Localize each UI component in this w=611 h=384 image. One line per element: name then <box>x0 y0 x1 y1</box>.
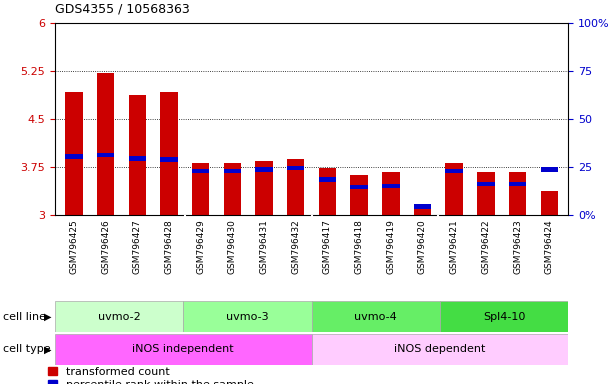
Text: GSM796426: GSM796426 <box>101 219 110 274</box>
Text: uvmo-4: uvmo-4 <box>354 312 397 322</box>
Bar <box>129 156 146 161</box>
Bar <box>440 301 568 332</box>
Bar <box>477 172 494 215</box>
Text: GSM796421: GSM796421 <box>450 219 459 274</box>
Bar <box>414 204 431 215</box>
Bar <box>129 95 146 215</box>
Bar <box>65 154 82 159</box>
Bar <box>224 162 241 215</box>
Bar <box>414 204 431 209</box>
Bar <box>255 167 273 172</box>
Bar <box>319 168 336 215</box>
Text: GSM796417: GSM796417 <box>323 219 332 274</box>
Text: cell type: cell type <box>3 344 51 354</box>
Text: GSM796418: GSM796418 <box>354 219 364 274</box>
Bar <box>183 301 312 332</box>
Legend: transformed count, percentile rank within the sample: transformed count, percentile rank withi… <box>48 366 254 384</box>
Text: GSM796432: GSM796432 <box>291 219 300 274</box>
Text: uvmo-3: uvmo-3 <box>226 312 269 322</box>
Bar <box>312 334 568 365</box>
Bar <box>192 169 210 174</box>
Text: GDS4355 / 10568363: GDS4355 / 10568363 <box>55 2 190 15</box>
Bar <box>255 161 273 215</box>
Bar <box>319 177 336 182</box>
Bar <box>541 191 558 215</box>
Text: GSM796422: GSM796422 <box>481 219 491 274</box>
Bar <box>97 153 114 157</box>
Text: GSM796430: GSM796430 <box>228 219 237 274</box>
Bar <box>160 157 178 162</box>
Text: uvmo-2: uvmo-2 <box>98 312 141 322</box>
Bar <box>160 92 178 215</box>
Text: ▶: ▶ <box>44 312 51 322</box>
Bar <box>541 167 558 172</box>
Text: GSM796425: GSM796425 <box>70 219 78 274</box>
Bar <box>382 172 400 215</box>
Text: GSM796424: GSM796424 <box>545 219 554 274</box>
Bar <box>509 182 526 186</box>
Bar <box>509 172 526 215</box>
Text: GSM796427: GSM796427 <box>133 219 142 274</box>
Text: ▶: ▶ <box>44 344 51 354</box>
Bar <box>55 334 312 365</box>
Bar <box>312 301 440 332</box>
Bar <box>351 185 368 189</box>
Bar <box>65 92 82 215</box>
Text: GSM796428: GSM796428 <box>164 219 174 274</box>
Text: GSM796420: GSM796420 <box>418 219 427 274</box>
Text: GSM796423: GSM796423 <box>513 219 522 274</box>
Text: GSM796419: GSM796419 <box>386 219 395 274</box>
Text: iNOS independent: iNOS independent <box>133 344 234 354</box>
Text: GSM796431: GSM796431 <box>260 219 269 274</box>
Text: cell line: cell line <box>3 312 46 322</box>
Bar <box>97 73 114 215</box>
Bar <box>445 162 463 215</box>
Text: Spl4-10: Spl4-10 <box>483 312 525 322</box>
Text: GSM796429: GSM796429 <box>196 219 205 274</box>
Bar <box>382 184 400 188</box>
Bar <box>224 169 241 174</box>
Bar <box>351 175 368 215</box>
Bar <box>445 169 463 174</box>
Bar <box>192 162 210 215</box>
Bar <box>477 182 494 186</box>
Bar <box>287 159 304 215</box>
Bar <box>55 301 183 332</box>
Bar <box>287 166 304 170</box>
Text: iNOS dependent: iNOS dependent <box>394 344 486 354</box>
